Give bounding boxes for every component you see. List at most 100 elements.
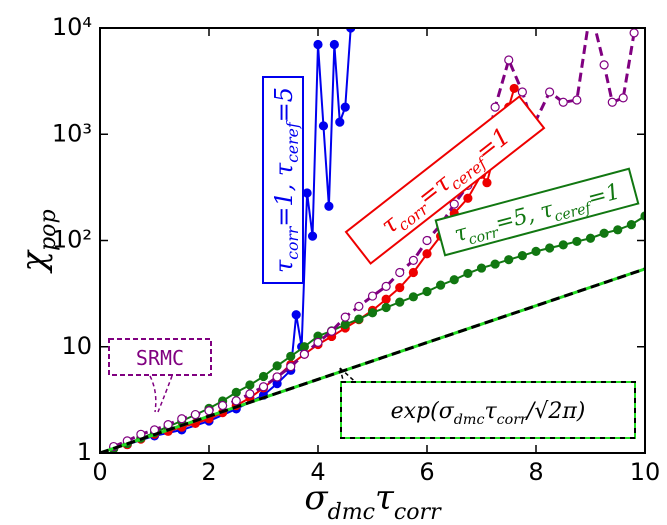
point [231, 396, 241, 406]
x-tick-label: 8 [528, 458, 543, 486]
point [381, 281, 391, 291]
point [324, 201, 334, 211]
point [258, 382, 269, 392]
point [504, 55, 514, 65]
point [545, 87, 555, 97]
y-tick-label: 10² [52, 226, 92, 254]
point [572, 236, 582, 247]
callout [149, 375, 173, 413]
legend-label: exp(σdmcτcorr/√2π) [391, 399, 586, 428]
point [558, 97, 568, 107]
x-tick-label: 0 [92, 458, 107, 486]
point [354, 314, 364, 324]
point [329, 39, 339, 50]
point [395, 297, 405, 307]
series-line [113, 28, 352, 450]
legend-label-part: ceref [284, 119, 302, 163]
point [335, 117, 345, 127]
point [318, 121, 329, 131]
x-tick-label: 6 [419, 458, 434, 486]
point [291, 310, 301, 320]
point [408, 255, 418, 265]
legend-entry: τcorr=τceref=1 [344, 95, 546, 265]
legend-label: τcorr=1, τceref=5 [270, 87, 303, 273]
point [482, 178, 492, 188]
legend-box [344, 95, 546, 265]
point [204, 406, 214, 416]
legend-label-part: τ [484, 399, 497, 424]
legend-label-part: τ [270, 259, 298, 273]
point [422, 249, 432, 259]
point [408, 267, 418, 278]
legend-label-part: SRMC [136, 346, 184, 370]
point [449, 275, 459, 285]
point [558, 240, 568, 250]
legend-box [262, 76, 304, 284]
legend-label-part: dmc [454, 412, 485, 428]
point [585, 233, 596, 243]
point [354, 301, 364, 311]
point [629, 28, 639, 38]
point [313, 337, 323, 347]
x-axis-label-part: τ [375, 478, 395, 518]
x-tick-label: 2 [201, 458, 216, 486]
point [218, 400, 228, 411]
y-tick-label: 10 [61, 332, 92, 360]
y-tick-label: 10³ [52, 119, 92, 147]
point [190, 409, 200, 420]
point [340, 312, 350, 322]
point [463, 193, 473, 203]
point [626, 220, 636, 230]
point [286, 351, 296, 361]
point [177, 414, 187, 424]
point [422, 286, 432, 297]
point [607, 97, 617, 107]
x-axis-label-part: dmc [328, 499, 375, 525]
legend-box [434, 167, 640, 257]
legend-label-part: =5 [270, 87, 298, 122]
legend-entry: τcorr=5, τceref=1 [434, 167, 640, 257]
point [599, 228, 609, 238]
x-axis-label: σdmcτcorr [304, 478, 442, 525]
point [422, 235, 432, 246]
y-axis-label-part: χ [14, 249, 54, 274]
legend-box [108, 338, 212, 376]
point [367, 291, 378, 301]
legend-entry: τcorr=1, τceref=5 [262, 76, 304, 284]
point [618, 93, 628, 103]
series-line [113, 215, 645, 450]
y-tick-label: 1 [77, 438, 92, 466]
point [327, 326, 337, 336]
point [163, 420, 173, 430]
point [408, 292, 418, 302]
x-axis-label-part: corr [394, 499, 442, 525]
legend-label-part: corr [284, 225, 302, 260]
point [299, 342, 309, 352]
point [299, 349, 309, 359]
legend-label-part: /√2π) [525, 399, 585, 424]
legend-box-dash [340, 381, 636, 439]
point [613, 225, 623, 235]
y-tick-label: 10⁴ [52, 13, 92, 41]
point [545, 243, 555, 253]
legend-entry: exp(σdmcτcorr/√2π) [340, 381, 636, 439]
legend-entry: SRMC [108, 338, 212, 376]
point [587, 5, 595, 13]
legend-label-part: =1, τ [270, 162, 298, 227]
annotations: τcorr=1, τceref=5τcorr=τceref=1τcorr=5, … [108, 76, 640, 439]
series-line [113, 28, 636, 448]
point [463, 268, 473, 279]
point [258, 371, 269, 382]
point [449, 199, 459, 209]
point [395, 283, 405, 293]
legend-label-part: σ [439, 399, 455, 424]
point [395, 267, 405, 278]
point [245, 380, 255, 390]
point [381, 294, 391, 304]
point [272, 372, 282, 382]
point [245, 389, 255, 399]
series-line [100, 267, 645, 453]
point [490, 259, 500, 269]
legend-label-part: corr [467, 225, 502, 249]
point [367, 308, 378, 318]
